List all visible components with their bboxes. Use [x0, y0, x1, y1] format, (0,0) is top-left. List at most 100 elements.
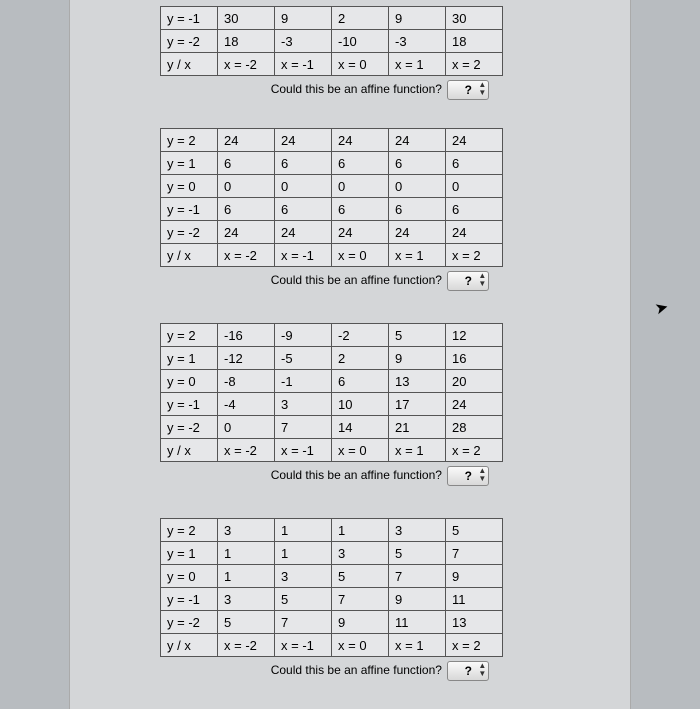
- cell: -3: [389, 30, 446, 53]
- data-table: y = 22424242424 y = 166666 y = 000000 y …: [160, 128, 503, 267]
- row-label: y / x: [161, 439, 218, 462]
- cell: 9: [446, 565, 503, 588]
- cell: 13: [446, 611, 503, 634]
- cell: 11: [446, 588, 503, 611]
- cell: x = 1: [389, 439, 446, 462]
- cell: 24: [389, 129, 446, 152]
- cell: 6: [332, 370, 389, 393]
- cell: 6: [218, 152, 275, 175]
- row-label: y = -1: [161, 7, 218, 30]
- cell: 6: [275, 152, 332, 175]
- table-row: y = 111357: [161, 542, 503, 565]
- cell: 9: [389, 347, 446, 370]
- selector-value: ?: [457, 467, 479, 485]
- cell: 18: [218, 30, 275, 53]
- cell: 3: [275, 393, 332, 416]
- cell: 3: [218, 519, 275, 542]
- cell: x = -1: [275, 53, 332, 76]
- cell: 12: [446, 324, 503, 347]
- cell: 1: [218, 565, 275, 588]
- row-label: y = -2: [161, 611, 218, 634]
- table-block-1: y = -1 30 9 2 9 30 y = -2 18 -3 -10 -3 1…: [70, 0, 630, 108]
- cell: x = 0: [332, 634, 389, 657]
- table-block-4: y = 231135 y = 111357 y = 013579 y = -13…: [70, 512, 630, 689]
- cell: x = 2: [446, 53, 503, 76]
- cell: 6: [389, 152, 446, 175]
- answer-selector[interactable]: ? ▲▼: [447, 80, 489, 100]
- row-label: y = 0: [161, 175, 218, 198]
- row-label: y = 0: [161, 370, 218, 393]
- prompt-text: Could this be an affine function?: [271, 663, 442, 677]
- table-row: y = 000000: [161, 175, 503, 198]
- cell: x = 0: [332, 244, 389, 267]
- cell: 0: [446, 175, 503, 198]
- cell: 6: [389, 198, 446, 221]
- cell: x = 1: [389, 634, 446, 657]
- cell: -3: [275, 30, 332, 53]
- affine-prompt: Could this be an affine function? ? ▲▼: [160, 76, 600, 102]
- table-row: y = 22424242424: [161, 129, 503, 152]
- affine-prompt: Could this be an affine function? ? ▲▼: [160, 657, 600, 683]
- table-row: y = -1-43101724: [161, 393, 503, 416]
- cell: 9: [389, 588, 446, 611]
- table-row: y = -166666: [161, 198, 503, 221]
- selector-value: ?: [457, 272, 479, 290]
- cell: x = -1: [275, 244, 332, 267]
- cell: 24: [218, 129, 275, 152]
- data-table: y = 231135 y = 111357 y = 013579 y = -13…: [160, 518, 503, 657]
- cell: x = -2: [218, 53, 275, 76]
- cell: 5: [389, 542, 446, 565]
- cell: x = 0: [332, 439, 389, 462]
- data-table: y = 2-16-9-2512 y = 1-12-52916 y = 0-8-1…: [160, 323, 503, 462]
- table-row: y = -25791113: [161, 611, 503, 634]
- cell: 6: [275, 198, 332, 221]
- cell: 24: [275, 221, 332, 244]
- table-row: y / xx = -2x = -1x = 0x = 1x = 2: [161, 439, 503, 462]
- cell: x = -2: [218, 634, 275, 657]
- cell: 24: [332, 129, 389, 152]
- row-label: y = -2: [161, 30, 218, 53]
- cell: 14: [332, 416, 389, 439]
- cell: -4: [218, 393, 275, 416]
- row-label: y / x: [161, 244, 218, 267]
- affine-prompt: Could this be an affine function? ? ▲▼: [160, 462, 600, 488]
- cell: -10: [332, 30, 389, 53]
- cell: 0: [275, 175, 332, 198]
- cell: 10: [332, 393, 389, 416]
- cell: 0: [218, 416, 275, 439]
- cell: 21: [389, 416, 446, 439]
- row-label: y = -1: [161, 198, 218, 221]
- table-row: y = -22424242424: [161, 221, 503, 244]
- cell: -9: [275, 324, 332, 347]
- cell: 0: [218, 175, 275, 198]
- cell: 11: [389, 611, 446, 634]
- table-row: y = 1-12-52916: [161, 347, 503, 370]
- cell: 1: [275, 519, 332, 542]
- cell: 6: [446, 152, 503, 175]
- table-row: y = 0-8-161320: [161, 370, 503, 393]
- answer-selector[interactable]: ? ▲▼: [447, 661, 489, 681]
- selector-value: ?: [457, 81, 479, 99]
- cell: 5: [389, 324, 446, 347]
- row-label: y = 2: [161, 129, 218, 152]
- data-table: y = -1 30 9 2 9 30 y = -2 18 -3 -10 -3 1…: [160, 6, 503, 76]
- cell: 30: [218, 7, 275, 30]
- cell: 3: [332, 542, 389, 565]
- table-row: y = -2 18 -3 -10 -3 18: [161, 30, 503, 53]
- answer-selector[interactable]: ? ▲▼: [447, 466, 489, 486]
- cell: x = 2: [446, 439, 503, 462]
- cell: x = 0: [332, 53, 389, 76]
- row-label: y / x: [161, 53, 218, 76]
- cell: 7: [332, 588, 389, 611]
- prompt-text: Could this be an affine function?: [271, 82, 442, 96]
- row-label: y = 1: [161, 152, 218, 175]
- cell: 18: [446, 30, 503, 53]
- selector-value: ?: [457, 662, 479, 680]
- cell: 24: [389, 221, 446, 244]
- cell: x = 1: [389, 53, 446, 76]
- stepper-arrows-icon: ▲▼: [478, 81, 486, 97]
- table-block-3: y = 2-16-9-2512 y = 1-12-52916 y = 0-8-1…: [70, 317, 630, 494]
- answer-selector[interactable]: ? ▲▼: [447, 271, 489, 291]
- cell: 3: [275, 565, 332, 588]
- cell: 13: [389, 370, 446, 393]
